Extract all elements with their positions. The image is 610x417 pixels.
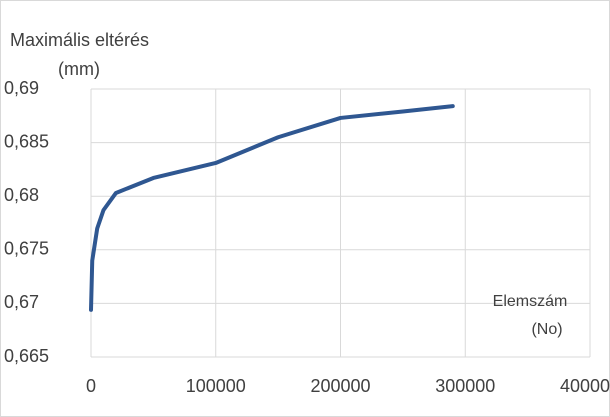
y-axis-title: Maximális eltérés bbox=[10, 30, 149, 50]
x-tick-label: 100000 bbox=[186, 376, 246, 396]
y-tick-label: 0,67 bbox=[4, 292, 39, 312]
x-tick-label: 200000 bbox=[310, 376, 370, 396]
y-tick-label: 0,68 bbox=[4, 185, 39, 205]
y-tick-label: 0,665 bbox=[4, 346, 49, 366]
x-axis-title: (No) bbox=[531, 321, 562, 338]
y-tick-label: 0,675 bbox=[4, 239, 49, 259]
y-tick-label: 0,69 bbox=[4, 78, 39, 98]
x-tick-label: 400000 bbox=[560, 376, 610, 396]
x-axis-title: Elemszám bbox=[493, 293, 568, 310]
y-tick-label: 0,685 bbox=[4, 131, 49, 151]
x-tick-label: 300000 bbox=[435, 376, 495, 396]
y-axis-title: (mm) bbox=[58, 59, 100, 79]
x-tick-label: 0 bbox=[86, 376, 96, 396]
data-line bbox=[89, 104, 455, 312]
